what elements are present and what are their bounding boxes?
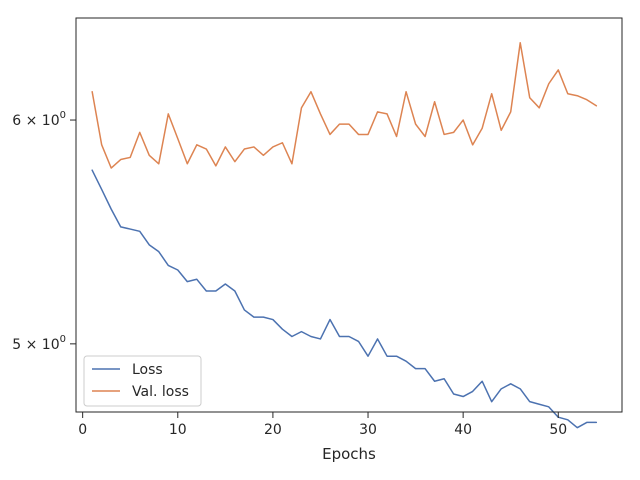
legend-entry-label: Val. loss bbox=[132, 384, 189, 400]
y-tick-label-base: 5 × 10 bbox=[12, 337, 59, 353]
x-tick-label: 20 bbox=[264, 422, 282, 438]
x-tick-label: 0 bbox=[78, 422, 87, 438]
series-line-val-loss bbox=[91, 41, 598, 169]
x-tick-label: 40 bbox=[454, 422, 472, 438]
y-tick-label: 5 × 100 bbox=[12, 334, 66, 353]
y-tick-label-base: 6 × 10 bbox=[12, 113, 59, 129]
y-tick-label-exponent: 0 bbox=[60, 110, 66, 121]
y-tick-label-exponent: 0 bbox=[60, 334, 66, 345]
series-line-loss bbox=[91, 169, 598, 429]
legend-entry-label: Loss bbox=[132, 362, 163, 378]
series-layer bbox=[91, 41, 598, 429]
legend: Loss Val. loss bbox=[83, 355, 202, 407]
x-tick-label: 30 bbox=[359, 422, 377, 438]
x-axis-ticks: 0 10 20 30 40 50 bbox=[78, 412, 567, 438]
x-tick-label: 50 bbox=[549, 422, 567, 438]
plot-frame bbox=[75, 17, 623, 413]
x-tick-label: 10 bbox=[169, 422, 187, 438]
x-axis-label: Epochs bbox=[322, 445, 376, 463]
y-tick-label: 6 × 100 bbox=[12, 110, 66, 129]
